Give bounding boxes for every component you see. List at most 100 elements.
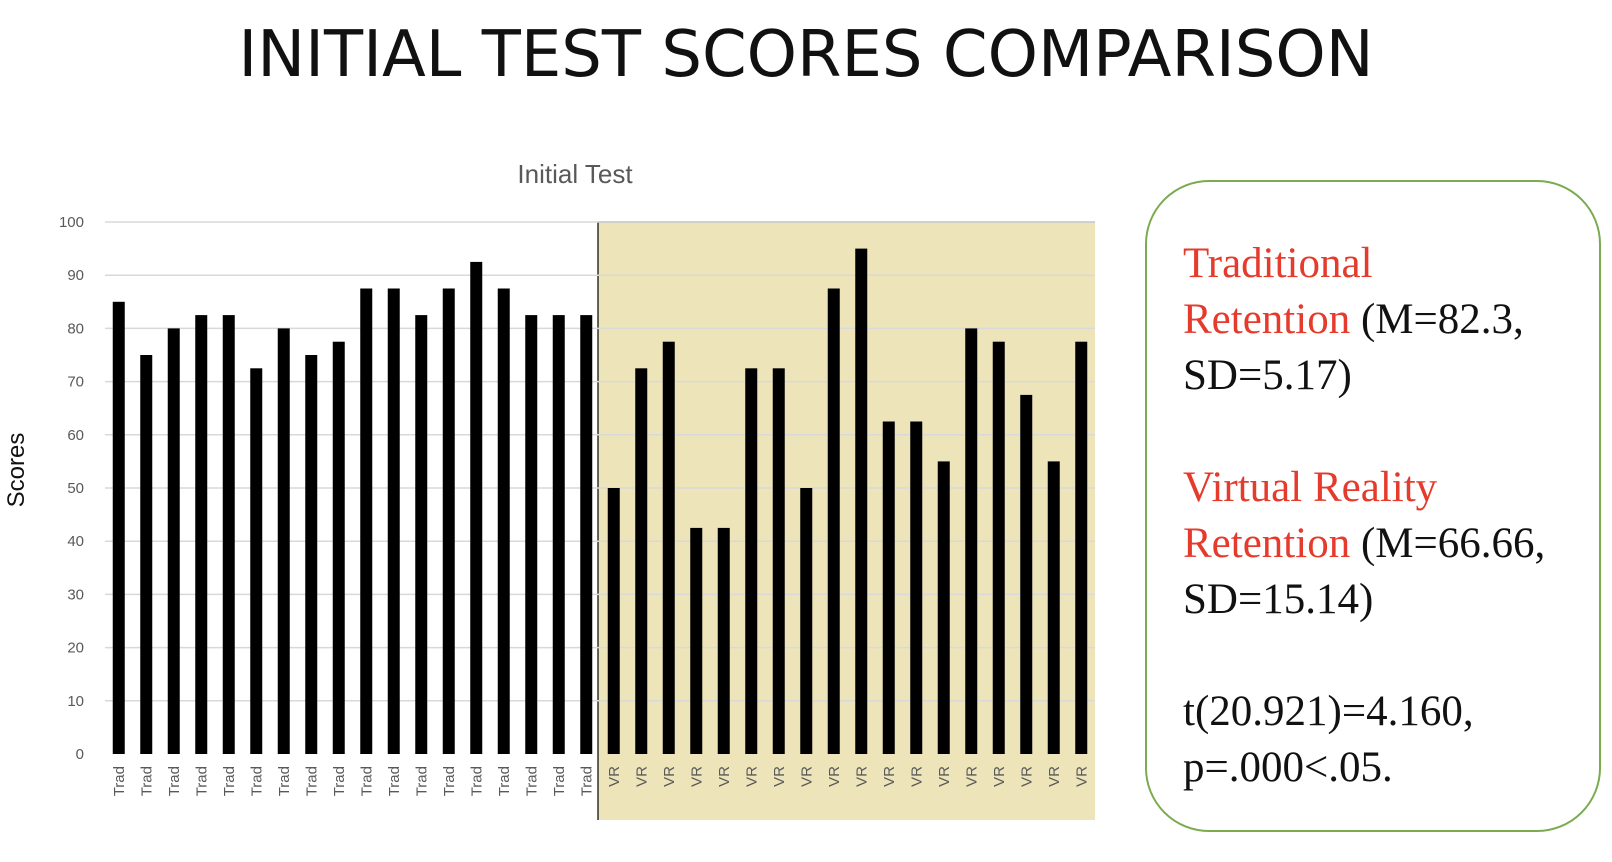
x-tick-label: VR — [963, 766, 980, 787]
chart-title: Initial Test — [517, 159, 633, 189]
y-tick-label: 40 — [67, 533, 84, 550]
x-tick-label: Trad — [551, 766, 568, 796]
x-tick-label: Trad — [441, 766, 458, 796]
bar — [1075, 341, 1088, 754]
bar — [552, 315, 565, 754]
bar — [717, 527, 730, 754]
bar — [937, 461, 950, 754]
x-tick-label: VR — [1018, 766, 1035, 787]
y-axis-label: Scores — [3, 433, 30, 508]
bar — [855, 248, 868, 754]
bar — [965, 328, 978, 754]
bar — [442, 288, 455, 754]
y-tick-label: 70 — [67, 374, 84, 391]
x-tick-label: VR — [633, 766, 650, 787]
bar — [167, 328, 180, 754]
vr-highlight-region — [598, 222, 1095, 820]
x-tick-label: VR — [1046, 766, 1063, 787]
x-tick-label: VR — [688, 766, 705, 787]
x-tick-label: VR — [606, 766, 623, 787]
bar — [360, 288, 373, 754]
y-tick-label: 100 — [59, 214, 84, 231]
bar — [882, 421, 895, 754]
bar — [607, 488, 620, 754]
vr-stats: Virtual Reality Retention (M=66.66, SD=1… — [1183, 460, 1599, 628]
bar — [470, 261, 483, 754]
x-tick-label: Trad — [468, 766, 485, 796]
x-tick-label: VR — [936, 766, 953, 787]
x-tick-label: Trad — [221, 766, 238, 796]
bar — [772, 368, 785, 754]
x-tick-label: Trad — [193, 766, 210, 796]
x-tick-label: Trad — [523, 766, 540, 796]
x-tick-label: Trad — [331, 766, 348, 796]
bar-chart: 0 10 20 30 40 50 60 70 80 90 100 Initial Test Scores… — [3, 159, 1095, 820]
bar — [1020, 394, 1033, 754]
vr-mean: (M=66.66, — [1350, 520, 1546, 567]
y-tick-label: 90 — [67, 267, 84, 284]
bar — [745, 368, 758, 754]
bar — [277, 328, 290, 754]
bar — [690, 527, 703, 754]
bar — [800, 488, 813, 754]
x-tick-label: VR — [853, 766, 870, 787]
traditional-retention-label: Retention — [1183, 296, 1351, 343]
y-tick-label: 20 — [67, 640, 84, 657]
bar — [415, 315, 428, 754]
bar — [250, 368, 263, 754]
traditional-mean: (M=82.3, — [1350, 296, 1524, 343]
bar — [332, 341, 345, 754]
y-tick-label: 10 — [67, 693, 84, 710]
x-tick-label: Trad — [358, 766, 375, 796]
x-tick-label: VR — [798, 766, 815, 787]
bar — [580, 315, 593, 754]
bar — [525, 315, 538, 754]
bar — [497, 288, 510, 754]
x-tick-label: VR — [826, 766, 843, 787]
x-tick-label: VR — [716, 766, 733, 787]
bar — [112, 301, 125, 754]
x-tick-label: VR — [661, 766, 678, 787]
statistics-box: Traditional Retention (M=82.3, SD=5.17) … — [1145, 180, 1601, 832]
traditional-stats: Traditional Retention (M=82.3, SD=5.17) — [1183, 236, 1599, 404]
traditional-label: Traditional — [1183, 240, 1373, 287]
x-tick-label: VR — [1073, 766, 1090, 787]
bar — [1047, 461, 1060, 754]
t-test-result: t(20.921)=4.160, p=.000<.05. — [1183, 684, 1599, 796]
bar — [992, 341, 1005, 754]
x-tick-label: VR — [743, 766, 760, 787]
vr-retention-label: Retention — [1183, 520, 1351, 567]
p-value: p=.000<.05. — [1183, 744, 1393, 791]
y-tick-label: 30 — [67, 586, 84, 603]
bar — [827, 288, 840, 754]
y-tick-label: 50 — [67, 480, 84, 497]
x-tick-label: Trad — [248, 766, 265, 796]
bar — [635, 368, 648, 754]
bar — [305, 355, 318, 754]
vr-label: Virtual Reality — [1183, 464, 1438, 511]
vr-sd: SD=15.14) — [1183, 576, 1374, 623]
x-tick-label: Trad — [138, 766, 155, 796]
bar — [910, 421, 923, 754]
x-tick-label: VR — [881, 766, 898, 787]
x-tick-label: Trad — [276, 766, 293, 796]
t-statistic: t(20.921)=4.160, — [1183, 688, 1474, 735]
bar — [662, 341, 675, 754]
x-tick-label: Trad — [111, 766, 128, 796]
x-tick-label: Trad — [578, 766, 595, 796]
x-tick-label: Trad — [303, 766, 320, 796]
traditional-sd: SD=5.17) — [1183, 352, 1352, 399]
bar — [140, 355, 153, 754]
bar — [195, 315, 208, 754]
y-tick-label: 80 — [67, 320, 84, 337]
y-tick-label: 60 — [67, 427, 84, 444]
x-tick-label: VR — [991, 766, 1008, 787]
slide-title: INITIAL TEST SCORES COMPARISON — [238, 18, 1374, 92]
x-tick-label: Trad — [166, 766, 183, 796]
x-tick-label: VR — [771, 766, 788, 787]
x-tick-label: Trad — [386, 766, 403, 796]
bar — [387, 288, 400, 754]
y-tick-label: 0 — [76, 746, 84, 763]
x-tick-label: Trad — [496, 766, 513, 796]
bar — [222, 315, 235, 754]
